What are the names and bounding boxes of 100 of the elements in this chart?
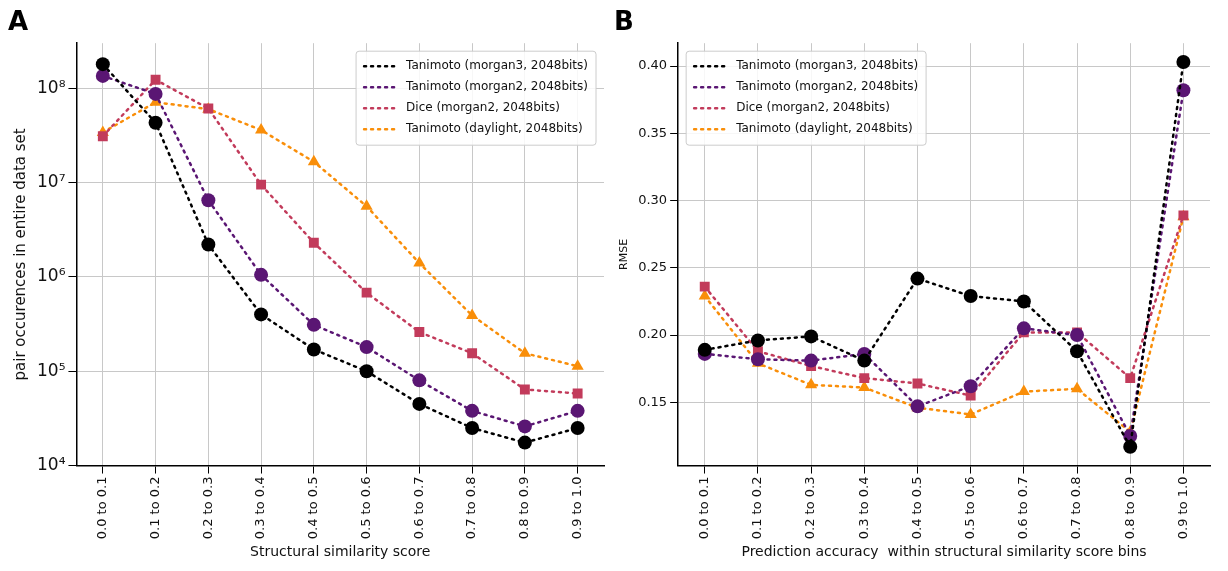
point [307,154,320,166]
point [570,403,585,418]
y-tick-label: 0.30 [638,191,668,207]
point [1070,381,1084,393]
legend-label: Dice (morgan2, 2048bits) [406,100,560,115]
point [750,333,765,348]
y-tick-label: 0.15 [638,393,668,409]
point [466,308,479,319]
x-tick-label: 0.9 to 1.0 [1174,476,1190,540]
legend-label: Tanimoto (morgan2, 2048bits) [405,79,588,94]
point [97,131,108,142]
x-tick-label: 0.4 to 0.5 [908,476,924,540]
x-tick-label: 0.3 to 0.4 [252,476,268,540]
x-tick-label: 0.1 to 0.2 [146,476,162,540]
y-axis-title: pair occurences in entire data set [10,128,29,381]
point [413,256,426,267]
chart-title: B [614,6,634,37]
point [963,289,978,304]
point [1125,373,1136,384]
point [517,435,532,450]
point [805,377,818,389]
point [306,342,321,357]
point [95,68,110,83]
x-tick-label: 0.0 to 0.1 [696,476,712,540]
point [256,179,267,190]
y-tick-label: 0.25 [638,259,668,275]
point [963,379,978,394]
x-tick-label: 0.8 to 0.9 [516,476,532,540]
point [1070,328,1085,343]
point [804,353,819,368]
point [467,348,478,359]
point [360,199,373,210]
x-tick-label: 0.2 to 0.3 [802,476,818,540]
y-tick-label: 10⁸ [36,76,66,97]
y-tick-label: 10⁴ [36,453,66,474]
point [465,421,480,435]
point [414,327,425,338]
point [306,317,321,332]
legend-label: Tanimoto (daylight, 2048bits) [405,121,583,136]
x-axis-title: Prediction accuracy within structural similarity score bins [741,543,1147,560]
point [308,237,319,248]
point [1176,55,1191,70]
x-tick-label: 0.5 to 0.6 [357,476,373,540]
x-tick-label: 0.6 to 0.7 [410,476,426,540]
point [857,353,872,368]
point [859,373,870,384]
x-tick-label: 0.1 to 0.2 [749,476,765,540]
legend-label: Tanimoto (morgan2, 2048bits) [735,79,919,94]
x-tick-label: 0.0 to 0.1 [94,476,110,540]
point [697,342,712,357]
x-tick-label: 0.7 to 0.8 [463,476,479,540]
point [964,407,977,418]
legend-label: Dice (morgan2, 2048bits) [736,100,890,115]
x-tick-label: 0.6 to 0.7 [1015,476,1031,540]
point [572,388,583,399]
point [254,307,269,322]
point [699,281,710,292]
legend-label: Tanimoto (morgan3, 2048bits) [735,58,919,73]
point [95,57,110,72]
point [201,237,216,252]
point [1016,294,1031,309]
x-tick-label: 0.7 to 0.8 [1068,476,1084,540]
x-tick-label: 0.8 to 0.9 [1121,476,1137,540]
x-axis-title: Structural similarity score [250,543,431,560]
point [804,329,819,344]
point [1016,321,1031,336]
x-tick-label: 0.2 to 0.3 [199,476,215,540]
y-tick-label: 10⁶ [36,265,66,286]
point [150,74,161,85]
chart-title: A [8,6,29,37]
point [255,123,268,134]
y-tick-label: 0.40 [638,57,668,73]
point [750,352,765,367]
point [359,364,374,379]
point [148,86,163,101]
point [412,396,427,411]
x-tick-label: 0.3 to 0.4 [855,476,871,540]
y-tick-label: 10⁷ [36,170,66,191]
y-tick-label: 0.35 [638,124,668,140]
point [361,287,372,298]
legend-label: Tanimoto (daylight, 2048bits) [735,121,913,136]
x-tick-label: 0.9 to 1.0 [569,476,584,540]
y-tick-label: 10⁵ [36,359,66,380]
point [254,267,269,282]
point [201,193,216,208]
x-tick-label: 0.4 to 0.5 [305,476,321,540]
point [571,359,584,370]
point [412,373,427,388]
point [519,384,530,395]
x-tick-label: 0.5 to 0.6 [962,476,978,540]
point [359,340,374,355]
point [518,346,531,357]
point [465,403,480,418]
legend-label: Tanimoto (morgan3, 2048bits) [405,58,588,73]
point [148,115,163,130]
y-axis-title: RMSE [617,238,631,270]
y-tick-label: 0.20 [638,326,668,342]
point [1070,344,1085,359]
point [570,421,585,435]
point [1123,439,1138,454]
